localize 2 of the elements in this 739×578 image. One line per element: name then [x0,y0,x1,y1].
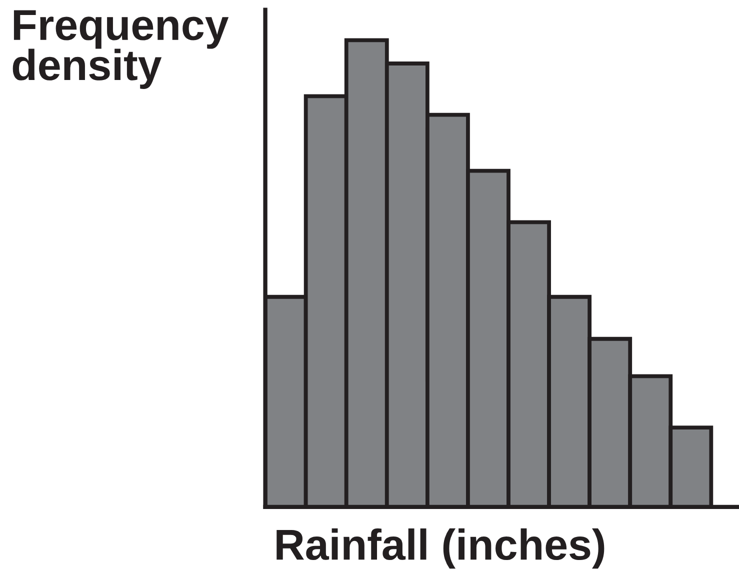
y-axis-title: Frequency density [12,10,229,89]
x-axis-title: Rainfall (inches) [276,528,604,569]
